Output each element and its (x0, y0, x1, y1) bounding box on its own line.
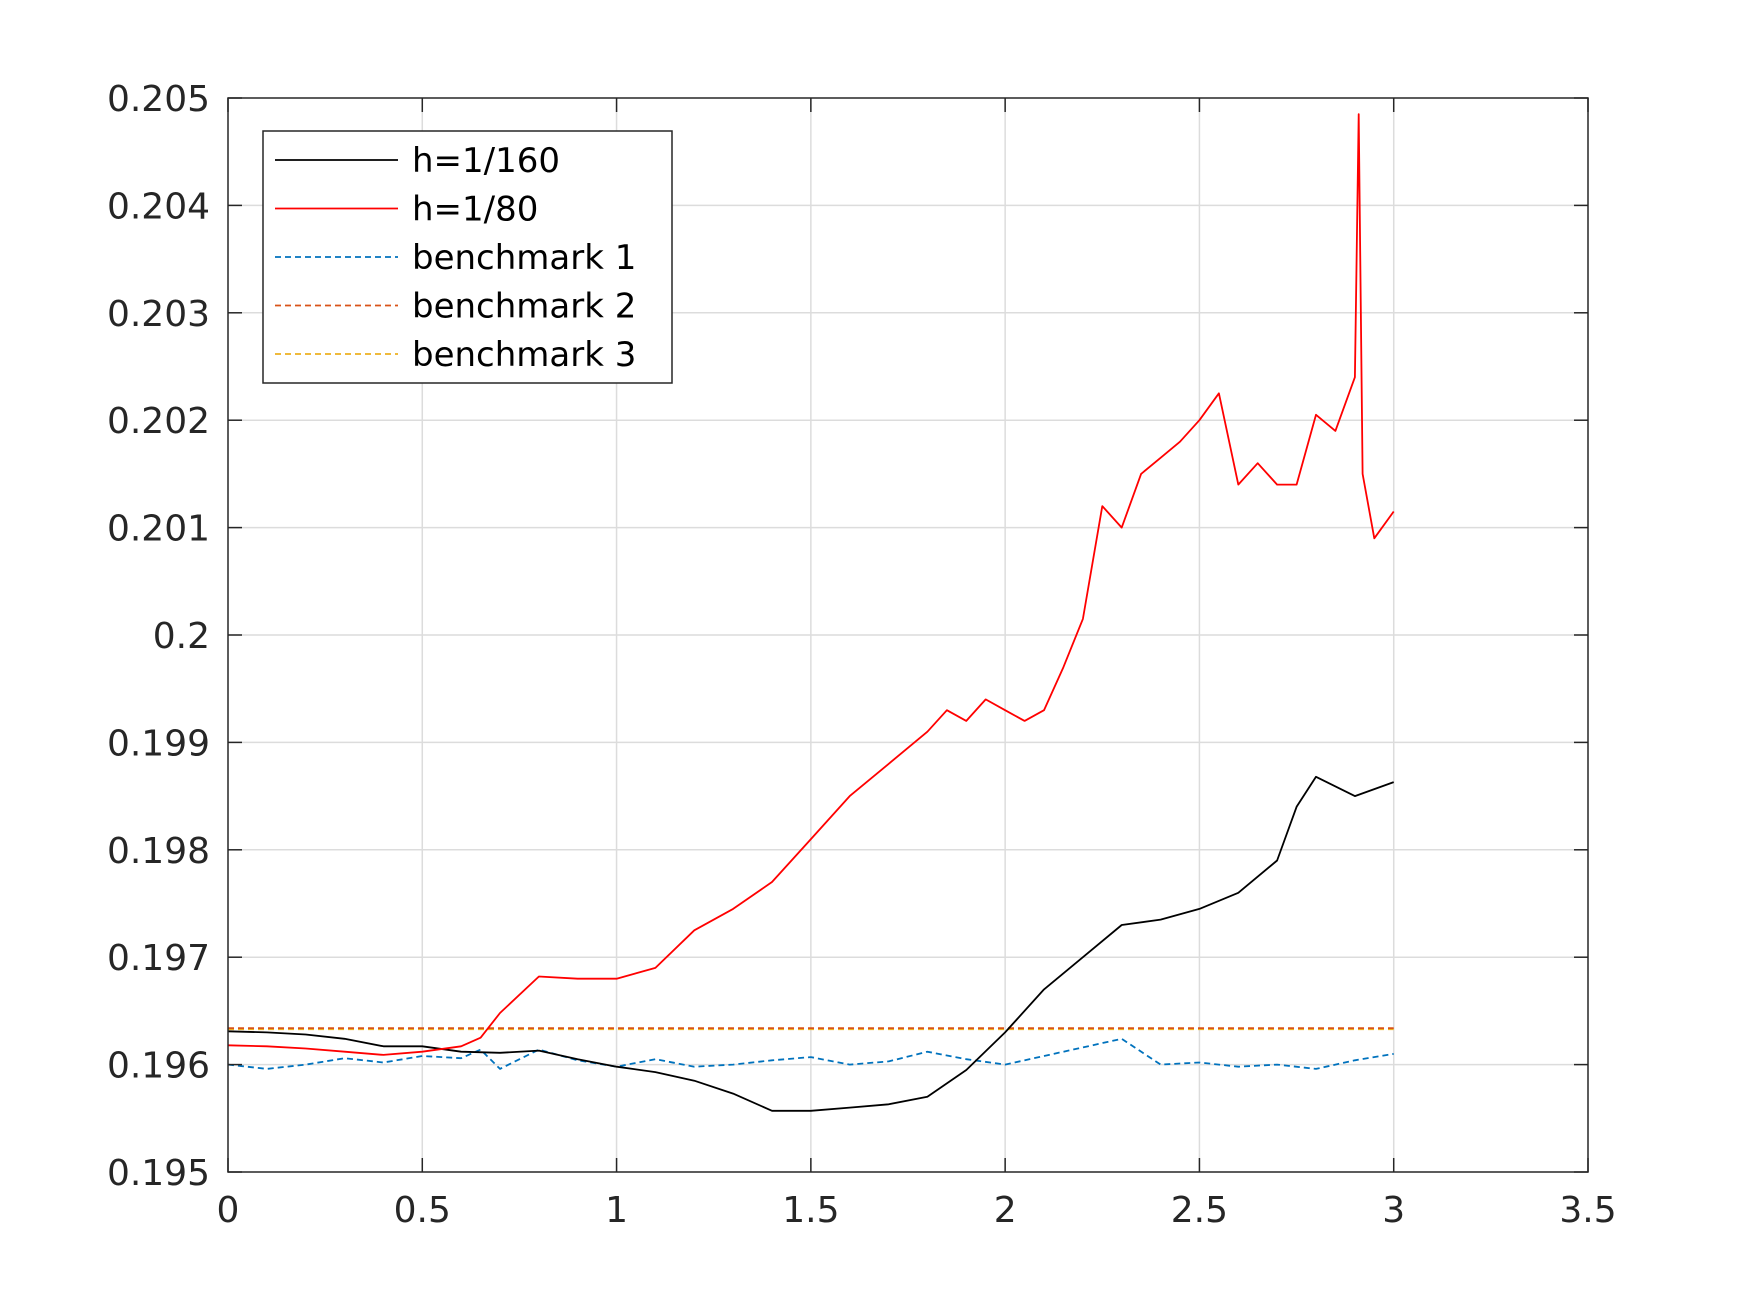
legend-items: h=1/160 h=1/80 benchmark 1 benchmark 2 bench… (275, 141, 636, 375)
legend-label: h=1/80 (412, 190, 538, 230)
series-line-0 (227, 775, 1395, 1112)
y-tick-label: 0.195 (107, 1153, 210, 1194)
x-tick-label: 2.5 (1171, 1190, 1228, 1231)
x-tick-label: 1 (605, 1190, 628, 1231)
y-tick-label: 0.199 (107, 723, 210, 764)
legend-label: h=1/160 (412, 141, 560, 181)
y-tick-label: 0.198 (107, 831, 210, 872)
legend-box (262, 130, 673, 384)
series-line-2 (227, 1037, 1394, 1070)
y-tick-label: 0.203 (107, 294, 210, 335)
y-tick-labels: 0.195 0.196 0.197 0.198 0.199 0.2 0.201 0.202 0.… (107, 79, 210, 1194)
y-tick-label: 0.202 (107, 401, 210, 442)
x-tick-label: 2 (994, 1190, 1017, 1231)
x-tick-label: 1.5 (782, 1190, 839, 1231)
y-tick-label: 0.197 (107, 938, 210, 979)
x-tick-label: 0.5 (394, 1190, 451, 1231)
legend-label: benchmark 3 (412, 335, 636, 375)
legend-label: benchmark 1 (412, 238, 636, 278)
x-tick-label: 3.5 (1559, 1190, 1616, 1231)
ticks (227, 97, 1589, 1173)
x-tick-label: 3 (1382, 1190, 1405, 1231)
y-tick-label: 0.204 (107, 186, 210, 227)
x-tick-label: 0 (217, 1190, 240, 1231)
x-tick-labels: 0 0.5 1 1.5 2 2.5 3 3.5 (217, 1190, 1617, 1231)
legend[interactable]: h=1/160 h=1/80 benchmark 1 benchmark 2 bench… (262, 130, 673, 384)
series-line-1 (227, 113, 1395, 1056)
series-group (227, 113, 1395, 1112)
y-tick-label: 0.196 (107, 1046, 210, 1087)
y-tick-label: 0.2 (153, 616, 210, 657)
y-tick-label: 0.205 (107, 79, 210, 120)
legend-label: benchmark 2 (412, 287, 636, 327)
y-tick-label: 0.201 (107, 509, 210, 550)
grid (228, 98, 1588, 1172)
